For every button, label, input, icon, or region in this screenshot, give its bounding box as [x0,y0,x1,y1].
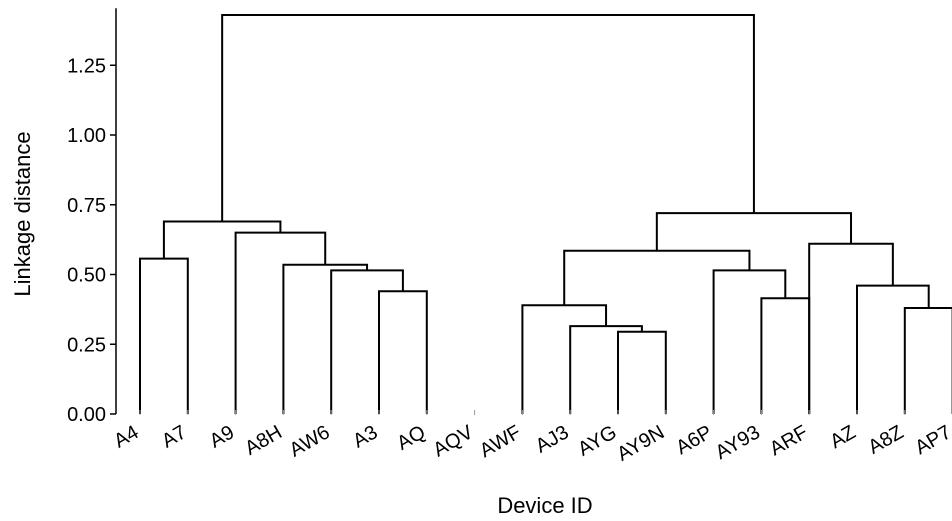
y-tick-label: 0.75 [67,195,106,217]
y-tick-label: 1.00 [67,125,106,147]
dendrogram-link [569,325,643,414]
dendrogram-link [655,212,853,251]
leaf-label: A4 [110,421,142,452]
y-tick-label: 0.00 [67,404,106,426]
dendrogram-link [903,306,952,414]
leaf-label: A3 [349,421,381,452]
dendrogram-link [617,330,667,414]
y-tick-label: 0.25 [67,334,106,356]
leaf-label: AZ [826,421,859,453]
leaf-label: AJ3 [532,421,573,457]
dendrogram-link [563,249,751,306]
leaf-label: AQV [430,421,478,462]
dendrogram-link [139,257,189,414]
leaf-label: A6P [672,421,716,459]
leaf-label: AY93 [712,421,764,464]
leaf-label: A7 [158,421,190,452]
dendrogram-link [856,284,930,414]
leaf-label: A8Z [865,421,908,458]
y-tick-label: 1.25 [67,55,106,77]
leaf-label: A8H [241,421,286,460]
y-tick-label: 0.50 [67,265,106,287]
leaf-label: AY9N [613,421,668,465]
leaf-label: AQ [393,421,429,455]
dendrogram-link [378,290,428,414]
leaf-label: A9 [206,421,238,452]
leaf-label: AYG [574,421,620,460]
dendrogram-links [139,14,952,414]
leaf-label: AWF [476,421,525,462]
dendrogram-link [234,231,327,414]
dendrogram-link [808,242,894,414]
leaf-label: ARF [766,421,812,460]
dendrogram-link [162,220,282,259]
dendrogram-link [221,14,755,222]
y-axis: 0.00 0.25 0.50 0.75 1.00 1.25 [67,8,117,426]
y-axis-label: Linkage distance [10,131,35,296]
dendrogram-link [521,304,608,414]
dendrogram-link [712,269,787,414]
leaf-label: AW6 [286,421,334,461]
dendrogram-link [760,297,811,414]
x-axis-label: Device ID [497,493,592,518]
dendrogram-link [282,263,369,414]
leaf-label: AP7 [911,421,952,459]
